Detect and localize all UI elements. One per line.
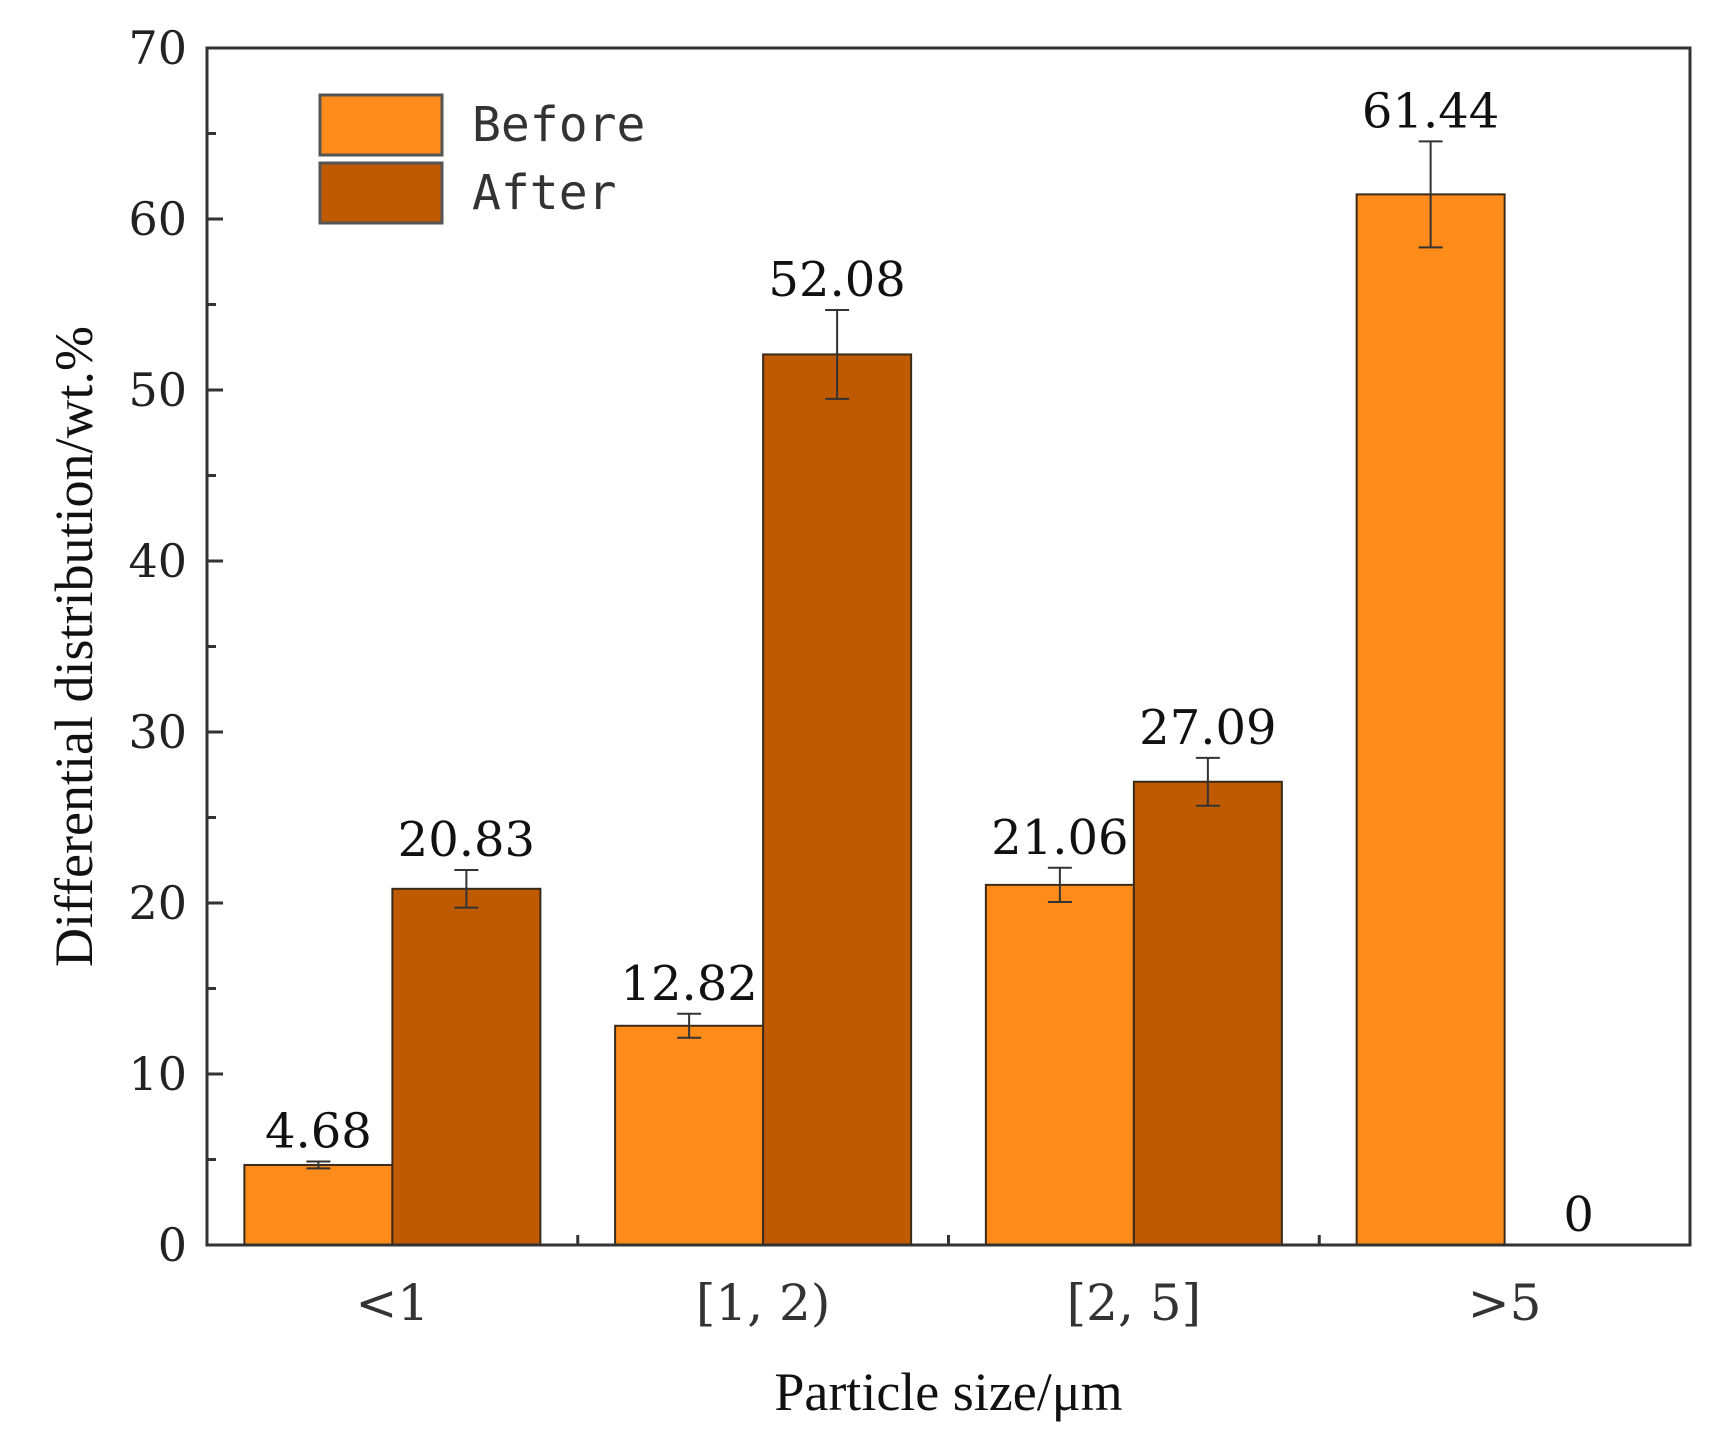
bar-before-2-5 (984, 883, 1135, 1247)
data-label-before-5: 61.44 (1362, 83, 1499, 139)
y-tick-label: 0 (158, 1218, 187, 1272)
data-label-after-1-2: 52.08 (768, 252, 905, 308)
x-tick-label-5: >5 (1468, 1274, 1542, 1332)
y-tick-label: 40 (128, 534, 187, 588)
data-label-after-2-5: 27.09 (1139, 700, 1276, 756)
x-axis: <1 [1, 2) [2, 5] >5 (356, 1235, 1542, 1332)
data-label-before-1-2: 12.82 (620, 956, 757, 1012)
data-label-before-2-5: 21.06 (991, 810, 1128, 866)
x-axis-title: Particle size/μm (774, 1362, 1122, 1422)
bar-before-1 (243, 1163, 394, 1247)
y-tick-label: 10 (128, 1047, 187, 1101)
x-tick-label-1-2: [1, 2) (696, 1274, 830, 1332)
legend-swatch-after (318, 161, 444, 225)
data-label-before-1: 4.68 (265, 1104, 372, 1160)
legend-swatch-before (318, 93, 444, 157)
legend-label-after: After (472, 165, 617, 221)
y-tick-label: 20 (128, 876, 187, 930)
bar-after-1 (391, 887, 542, 1246)
bar-after-1-2 (762, 353, 913, 1246)
x-tick-label-1: <1 (356, 1274, 430, 1332)
y-tick-label: 50 (128, 363, 187, 417)
bar-before-1-2 (614, 1024, 765, 1246)
y-axis: 0 10 20 30 40 50 60 70 (128, 21, 223, 1272)
legend: Before After (318, 93, 645, 225)
error-bars-layer (306, 140, 1443, 1170)
data-label-after-1: 20.83 (398, 812, 535, 868)
data-label-after-5: 0 (1563, 1187, 1594, 1243)
legend-label-before: Before (472, 97, 645, 153)
bar-before-5 (1355, 193, 1506, 1247)
bars-layer (243, 193, 1506, 1247)
y-axis-title: Differential distribution/wt.% (44, 326, 104, 967)
y-tick-label: 70 (128, 21, 187, 75)
y-tick-label: 30 (128, 705, 187, 759)
y-tick-label: 60 (128, 192, 187, 246)
bar-after-2-5 (1132, 780, 1283, 1246)
x-tick-label-2-5: [2, 5] (1067, 1274, 1201, 1332)
